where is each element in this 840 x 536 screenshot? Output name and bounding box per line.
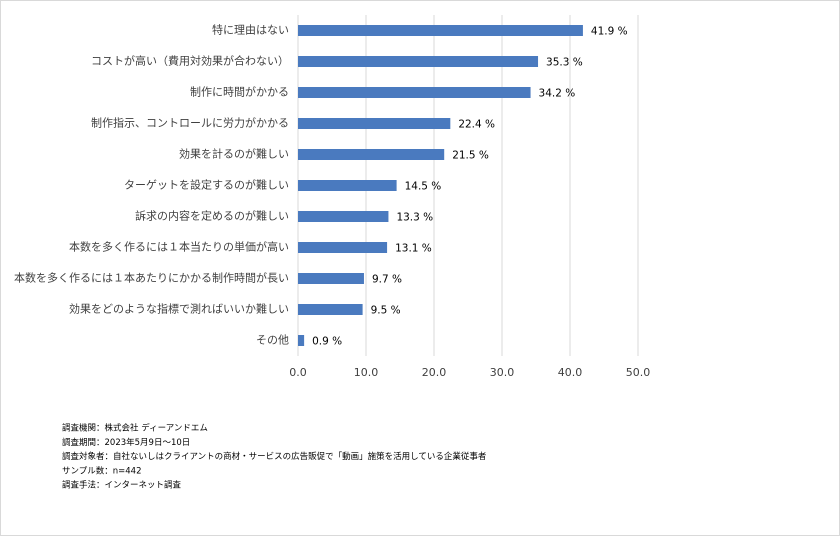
bar: [298, 273, 364, 284]
value-label: 13.3 %: [396, 212, 433, 224]
y-tick-label: コストが高い（費用対効果が合わない）: [91, 54, 289, 68]
x-tick-label: 40.0: [558, 366, 583, 379]
bar: [298, 87, 531, 98]
bar: [298, 25, 583, 36]
bar: [298, 304, 363, 315]
value-label: 13.1 %: [395, 243, 432, 255]
value-label: 21.5 %: [452, 150, 489, 162]
y-tick-label: 制作に時間がかかる: [190, 85, 289, 99]
bar: [298, 211, 389, 222]
footnote: サンプル数：n=442: [62, 465, 141, 476]
bar: [298, 118, 451, 129]
value-label: 35.3 %: [546, 57, 583, 69]
y-tick-label: その他: [256, 334, 289, 347]
y-tick-label: ターゲットを設定するのが難しい: [124, 178, 289, 192]
footnote: 調査期間：2023年5月9日～10日: [62, 437, 190, 448]
x-tick-label: 30.0: [490, 366, 515, 379]
bar: [298, 180, 397, 191]
x-tick-label: 0.0: [289, 366, 307, 379]
y-tick-label: 効果をどのような指標で測ればいいか難しい: [69, 302, 289, 316]
bar: [298, 242, 388, 253]
y-tick-label: 訴求の内容を定めるのが難しい: [135, 209, 289, 223]
value-label: 34.2 %: [539, 88, 576, 100]
y-tick-label: 本数を多く作るには１本あたりにかかる制作時間が長い: [14, 271, 289, 285]
footnote: 調査手法：インターネット調査: [62, 480, 182, 491]
x-tick-label: 20.0: [422, 366, 447, 379]
footnote: 調査機関：株式会社 ディーアンドエム: [62, 423, 208, 434]
value-label: 0.9 %: [312, 336, 342, 348]
bar: [298, 149, 445, 160]
x-tick-label: 50.0: [626, 366, 651, 379]
value-label: 41.9 %: [591, 26, 628, 38]
footnote: 調査対象者：自社ないしはクライアントの商材・サービスの広告販促で「動画」施策を活…: [62, 451, 487, 462]
x-tick-label: 10.0: [354, 366, 379, 379]
y-tick-label: 効果を計るのが難しい: [179, 147, 289, 161]
bar: [298, 56, 539, 67]
y-tick-label: 制作指示、コントロールに労力がかかる: [91, 116, 289, 130]
y-tick-label: 特に理由はない: [212, 23, 289, 37]
value-label: 14.5 %: [405, 181, 442, 193]
value-label: 22.4 %: [458, 119, 495, 131]
value-label: 9.7 %: [372, 274, 402, 286]
bar: [298, 335, 305, 346]
value-label: 9.5 %: [371, 305, 401, 317]
y-tick-label: 本数を多く作るには１本当たりの単価が高い: [69, 240, 289, 254]
